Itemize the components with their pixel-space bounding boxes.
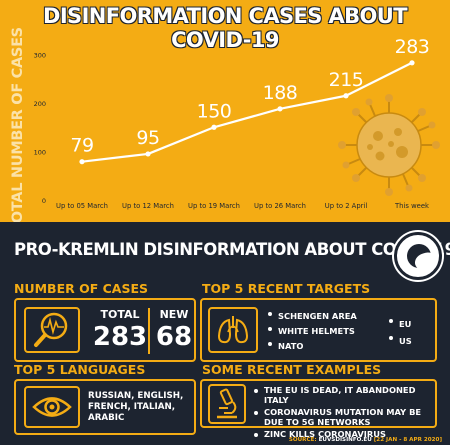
examples-icon-frame bbox=[208, 384, 246, 424]
target-item: SCHENGEN AREA bbox=[266, 309, 357, 324]
line-chart: TOTAL NUMBER OF CASES 0 100 200 300 79 Up to 0… bbox=[10, 27, 430, 222]
x-tick-label: Up to 26 March bbox=[254, 202, 306, 210]
targets-list-2: EU US bbox=[387, 316, 412, 350]
source-note: SOURCE: EUVSDISINFO.EU [22 JAN - 8 APR 2… bbox=[289, 437, 442, 443]
example-item: ZINC KILLS CORONAVIRUS bbox=[252, 429, 432, 440]
coronavirus-icon bbox=[338, 94, 440, 196]
x-tick-label: This week bbox=[394, 202, 429, 210]
data-point bbox=[277, 106, 283, 112]
info-panel: PRO-KREMLIN DISINFORMATION ABOUT COVID-1… bbox=[0, 222, 450, 445]
targets-label: TOP 5 RECENT TARGETS bbox=[202, 281, 371, 296]
magnifier-waveform-icon bbox=[34, 312, 68, 347]
cases-icon-frame bbox=[24, 307, 80, 353]
chart-title-text: DISINFORMATION CASES ABOUT COVID-19 bbox=[43, 4, 408, 52]
lungs-icon bbox=[217, 316, 249, 344]
eye-icon bbox=[32, 397, 72, 417]
languages-icon-frame bbox=[24, 386, 80, 428]
example-item: THE EU IS DEAD, IT ABANDONED ITALY bbox=[252, 385, 432, 405]
x-tick-label: Up to 05 March bbox=[56, 202, 108, 210]
data-point bbox=[79, 159, 85, 165]
new-cases: NEW 68 bbox=[150, 308, 198, 354]
cases-label: NUMBER OF CASES bbox=[14, 281, 149, 296]
total-label: TOTAL bbox=[100, 308, 140, 321]
data-label: 215 bbox=[329, 69, 364, 91]
source-range: [22 JAN - 8 APR 2020] bbox=[373, 437, 442, 443]
data-point bbox=[145, 151, 151, 157]
targets-icon-frame bbox=[208, 307, 258, 353]
targets-box: SCHENGEN AREA WHITE HELMETS NATO EU US bbox=[200, 298, 437, 362]
chart-panel: TOTAL NUMBER OF CASES 0 100 200 300 79 Up to 0… bbox=[0, 0, 450, 222]
euvsdisinfo-logo-icon bbox=[394, 232, 442, 280]
source-label: SOURCE: bbox=[288, 437, 317, 443]
languages-label: TOP 5 LANGUAGES bbox=[14, 362, 146, 377]
x-tick-label: Up to 2 April bbox=[325, 202, 368, 210]
data-point bbox=[343, 93, 349, 99]
data-label: 150 bbox=[197, 100, 232, 122]
y-tick-label: 300 bbox=[34, 52, 46, 60]
target-item: US bbox=[387, 333, 412, 350]
example-item: CORONAVIRUS MUTATION MAY BE DUE TO 5G NE… bbox=[252, 407, 432, 427]
total-cases: TOTAL 283 bbox=[92, 308, 150, 354]
y-tick-label: 100 bbox=[34, 149, 46, 157]
targets-list-1: SCHENGEN AREA WHITE HELMETS NATO bbox=[266, 309, 357, 354]
data-label: 188 bbox=[263, 82, 298, 104]
section-title: PRO-KREMLIN DISINFORMATION ABOUT COVID-1… bbox=[14, 240, 450, 259]
cases-values: TOTAL 283 NEW 68 bbox=[92, 308, 198, 354]
series-line bbox=[81, 61, 413, 163]
y-axis-label: TOTAL NUMBER OF CASES bbox=[10, 27, 26, 222]
language-line: FRENCH, ITALIAN, bbox=[88, 402, 176, 412]
total-value: 283 bbox=[92, 322, 148, 352]
new-value: 68 bbox=[155, 322, 193, 352]
language-line: ARABIC bbox=[88, 413, 125, 423]
data-label: 95 bbox=[136, 127, 159, 149]
chart-title: DISINFORMATION CASES ABOUT COVID-19 bbox=[0, 4, 450, 52]
microscope-icon bbox=[217, 388, 237, 419]
new-label: NEW bbox=[159, 308, 189, 321]
examples-box: THE EU IS DEAD, IT ABANDONED ITALY CORON… bbox=[200, 379, 437, 439]
examples-label: SOME RECENT EXAMPLES bbox=[202, 362, 382, 377]
language-line: RUSSIAN, ENGLISH, bbox=[88, 391, 184, 401]
x-tick-label: Up to 19 March bbox=[188, 202, 240, 210]
x-tick-label: Up to 12 March bbox=[122, 202, 174, 210]
y-tick-label: 200 bbox=[34, 100, 46, 108]
target-item: EU bbox=[387, 316, 412, 333]
data-point bbox=[211, 124, 217, 130]
examples-list: THE EU IS DEAD, IT ABANDONED ITALY CORON… bbox=[252, 385, 432, 443]
cases-box: TOTAL 283 NEW 68 bbox=[14, 298, 196, 362]
languages-text: RUSSIAN, ENGLISH, FRENCH, ITALIAN, ARABI… bbox=[88, 391, 183, 424]
target-item: NATO bbox=[266, 339, 357, 354]
source-site: EUVSDISINFO.EU bbox=[318, 437, 372, 443]
data-label: 283 bbox=[395, 36, 430, 58]
data-point bbox=[409, 60, 415, 66]
languages-box: RUSSIAN, ENGLISH, FRENCH, ITALIAN, ARABI… bbox=[14, 379, 196, 435]
target-item: WHITE HELMETS bbox=[266, 324, 357, 339]
y-tick-label: 0 bbox=[42, 197, 46, 205]
data-label: 79 bbox=[70, 135, 93, 157]
